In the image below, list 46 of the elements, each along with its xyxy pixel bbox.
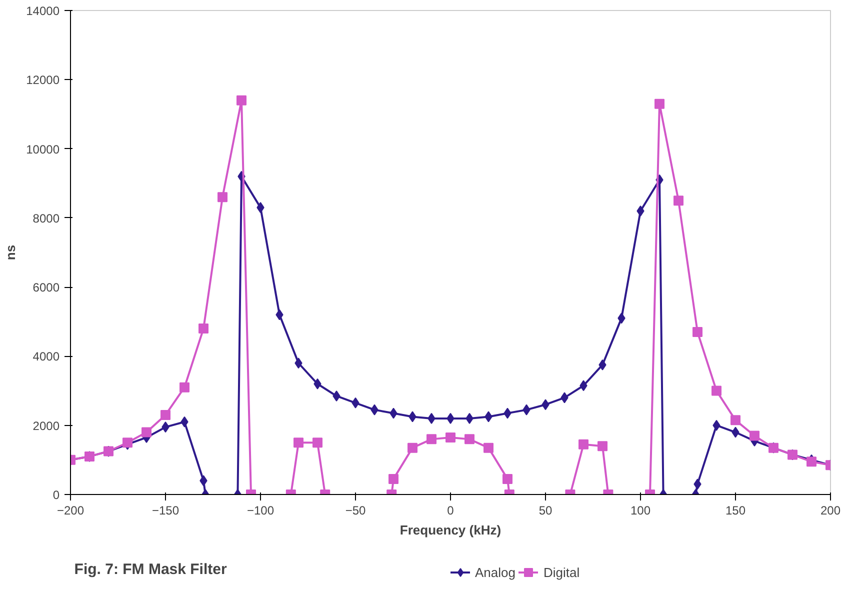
legend-label: Digital	[543, 564, 580, 580]
x-tick-label: 100	[630, 504, 651, 518]
x-tick-label: 150	[725, 504, 746, 518]
point	[236, 95, 246, 106]
point	[312, 438, 322, 448]
x-tick-label: 0	[447, 504, 454, 518]
point	[464, 434, 474, 444]
point	[142, 427, 152, 438]
point	[654, 98, 664, 109]
legend-label: Analog	[475, 564, 516, 580]
point	[294, 438, 304, 448]
point	[408, 442, 418, 453]
point	[578, 439, 588, 450]
x-tick-label: 50	[538, 504, 552, 518]
point	[674, 196, 684, 206]
y-axis-title: ns	[3, 244, 18, 260]
y-tick-label: 6000	[32, 280, 60, 295]
point	[750, 430, 760, 441]
point	[502, 474, 512, 484]
point	[484, 442, 494, 453]
y-tick-label: 0	[52, 488, 60, 502]
x-tick-label: 200	[820, 504, 841, 518]
y-tick-label: 8000	[32, 211, 60, 226]
point	[198, 324, 208, 334]
y-tick-label: 14000	[26, 4, 60, 18]
x-tick-label: −150	[152, 504, 180, 518]
point	[730, 415, 740, 426]
x-tick-label: −100	[246, 504, 274, 518]
point	[806, 456, 816, 467]
point	[388, 474, 398, 484]
y-tick-label: 12000	[26, 73, 60, 88]
point	[160, 410, 170, 420]
x-tick-label: −50	[345, 504, 366, 518]
x-axis-title: Frequency (kHz)	[400, 522, 502, 538]
point	[598, 441, 608, 452]
point	[712, 386, 722, 396]
y-tick-label: 2000	[32, 418, 60, 433]
point	[426, 434, 436, 444]
x-tick-label: −200	[56, 504, 84, 518]
point	[446, 432, 456, 442]
point	[180, 382, 190, 392]
caption: Fig. 7: FM Mask Filter	[74, 561, 227, 578]
point	[218, 192, 228, 202]
y-tick-label: 4000	[32, 350, 60, 364]
point	[692, 327, 702, 338]
y-tick-label: 10000	[26, 142, 60, 156]
